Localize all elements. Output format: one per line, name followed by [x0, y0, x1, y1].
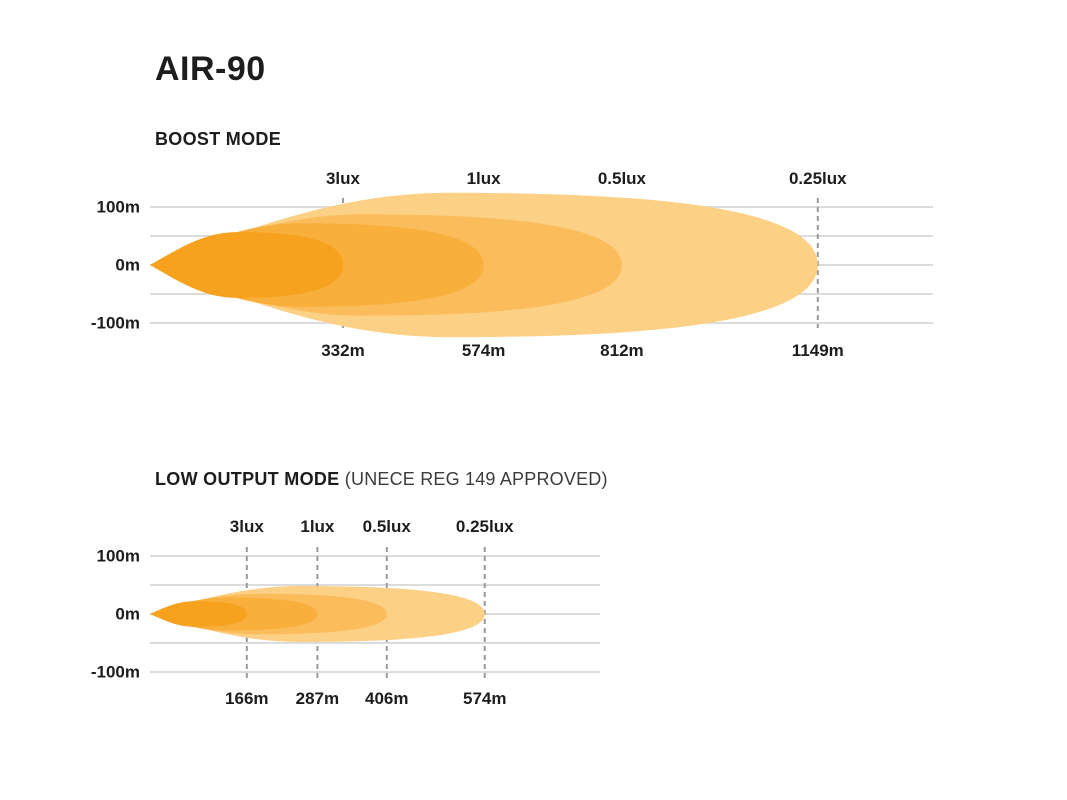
y-axis-label-100m: 100m	[96, 197, 140, 217]
lux-label-0.25lux: 0.25lux	[455, 517, 514, 536]
y-axis-label-0m: 0m	[115, 255, 140, 275]
lux-label-0.25lux: 0.25lux	[788, 169, 847, 188]
y-axis-label--100m: -100m	[90, 662, 140, 682]
product-title: AIR-90	[155, 50, 266, 88]
beam-3lux	[150, 232, 343, 298]
distance-label-287m: 287m	[295, 689, 340, 708]
lux-label-3lux: 3lux	[325, 169, 360, 188]
low-output-mode-title: LOW OUTPUT MODE (UNECE REG 149 APPROVED)	[155, 469, 608, 490]
lux-label-0.5lux: 0.5lux	[597, 169, 647, 188]
y-axis-label-0m: 0m	[115, 604, 140, 624]
distance-label-406m: 406m	[365, 689, 409, 708]
beam-3lux	[150, 601, 247, 627]
distance-label-812m: 812m	[600, 341, 644, 360]
distance-label-574m: 574m	[463, 689, 507, 708]
lux-label-1lux: 1lux	[466, 169, 501, 188]
low-output-mode-title-text: LOW OUTPUT MODE	[155, 469, 340, 489]
boost-mode-title: BOOST MODE	[155, 129, 281, 150]
distance-label-166m: 166m	[225, 689, 269, 708]
boost-mode-title-text: BOOST MODE	[155, 129, 282, 149]
distance-label-574m: 574m	[461, 341, 506, 360]
distance-label-332m: 332m	[321, 341, 365, 360]
y-axis-label--100m: -100m	[90, 313, 140, 333]
lux-label-3lux: 3lux	[229, 517, 264, 536]
unece-approval-note: (UNECE REG 149 APPROVED)	[344, 469, 608, 489]
distance-label-1149m: 1149m	[791, 341, 844, 360]
lux-label-1lux: 1lux	[300, 517, 335, 536]
y-axis-label-100m: 100m	[96, 546, 140, 566]
lux-label-0.5lux: 0.5lux	[362, 517, 411, 536]
